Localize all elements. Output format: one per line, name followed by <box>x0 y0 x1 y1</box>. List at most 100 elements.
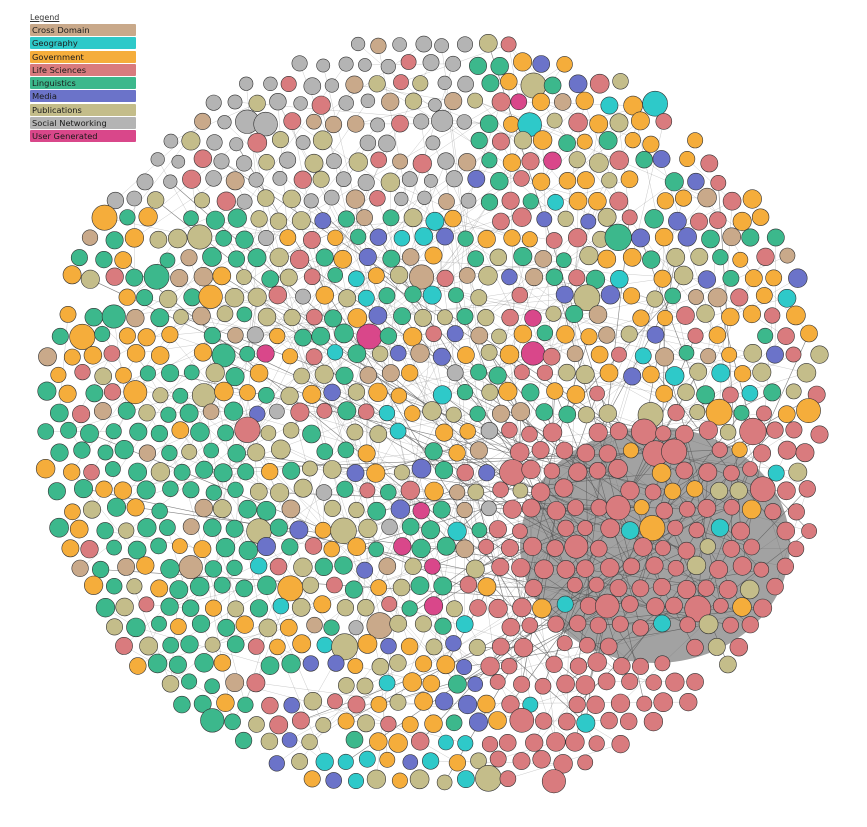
dataset-node <box>269 557 288 576</box>
dataset-node <box>381 596 398 612</box>
dataset-node <box>500 72 518 91</box>
dataset-node <box>403 327 423 347</box>
dataset-node <box>513 131 533 150</box>
dataset-node <box>588 576 605 593</box>
dataset-node <box>71 559 89 577</box>
dataset-node <box>499 459 526 486</box>
edge <box>541 123 599 182</box>
dataset-node <box>656 192 675 210</box>
dataset-node <box>391 772 408 789</box>
dataset-node <box>469 599 487 617</box>
dataset-node <box>200 708 225 733</box>
dataset-node <box>766 228 785 247</box>
dataset-node <box>490 172 509 191</box>
dataset-node <box>161 444 178 462</box>
dataset-node <box>277 575 304 602</box>
dataset-node <box>445 600 463 618</box>
dataset-node <box>491 92 511 112</box>
dataset-node <box>380 715 397 733</box>
dataset-node <box>126 498 145 517</box>
edge <box>510 626 586 686</box>
dataset-node <box>424 442 443 461</box>
dataset-node <box>763 383 782 402</box>
dataset-node <box>388 733 408 753</box>
dataset-node <box>521 426 538 443</box>
dataset-node <box>402 248 420 266</box>
dataset-node <box>261 696 279 715</box>
dataset-node <box>347 658 364 674</box>
dataset-node <box>521 498 541 518</box>
dataset-node <box>301 460 318 477</box>
dataset-node <box>381 518 398 536</box>
dataset-node <box>424 481 444 501</box>
dataset-node <box>564 534 589 559</box>
dataset-node <box>105 267 124 286</box>
dataset-node <box>756 247 775 266</box>
dataset-node <box>542 422 563 443</box>
dataset-node <box>380 637 397 655</box>
dataset-node <box>651 463 672 483</box>
dataset-node <box>711 441 728 458</box>
edge <box>412 469 532 567</box>
dataset-node <box>478 33 498 53</box>
dataset-node <box>678 344 695 361</box>
dataset-node <box>236 193 253 210</box>
dataset-node <box>491 637 510 656</box>
dataset-node <box>575 675 596 695</box>
dataset-node <box>652 150 671 168</box>
edge <box>134 163 245 239</box>
dataset-node <box>513 170 530 187</box>
dataset-node <box>654 655 671 672</box>
dataset-node <box>330 517 357 544</box>
dataset-node <box>566 345 584 363</box>
edge <box>452 218 513 239</box>
dataset-node <box>345 730 364 749</box>
dataset-node <box>235 579 253 598</box>
dataset-node <box>392 37 407 52</box>
dataset-node <box>710 518 730 537</box>
dataset-node <box>126 190 143 207</box>
legend-item: Social Networking <box>30 117 136 130</box>
dataset-node <box>597 249 617 269</box>
dataset-node <box>488 598 508 619</box>
dataset-node <box>434 38 449 54</box>
dataset-node <box>84 308 104 327</box>
edge <box>224 122 267 163</box>
dataset-node <box>193 149 213 168</box>
edge <box>215 220 288 238</box>
dataset-node <box>337 401 357 421</box>
dataset-node <box>604 223 632 251</box>
dataset-node <box>160 406 177 423</box>
edge <box>234 682 466 744</box>
dataset-node <box>282 422 300 439</box>
dataset-node <box>83 500 102 519</box>
dataset-node <box>421 520 441 540</box>
dataset-node <box>59 305 77 323</box>
dataset-node <box>436 227 454 246</box>
dataset-node <box>292 634 312 654</box>
edge <box>221 161 656 454</box>
dataset-node <box>410 576 430 596</box>
dataset-node <box>248 94 266 112</box>
dataset-node <box>535 712 553 730</box>
dataset-node <box>295 135 311 150</box>
dataset-node <box>445 170 463 188</box>
edge <box>202 549 233 722</box>
dataset-node <box>347 383 366 401</box>
dataset-node <box>125 268 144 287</box>
dataset-node <box>58 384 77 403</box>
dataset-node <box>410 343 430 363</box>
dataset-node <box>114 440 134 460</box>
dataset-node <box>136 173 154 191</box>
dataset-node <box>471 522 488 539</box>
dataset-node <box>368 382 388 402</box>
dataset-node <box>257 189 275 207</box>
dataset-node <box>235 731 253 750</box>
dataset-node <box>677 383 695 401</box>
dataset-node <box>37 381 57 401</box>
dataset-node <box>575 91 594 110</box>
dataset-node <box>193 267 214 287</box>
dataset-node <box>152 387 169 404</box>
dataset-node <box>576 133 593 150</box>
dataset-node <box>346 464 365 482</box>
